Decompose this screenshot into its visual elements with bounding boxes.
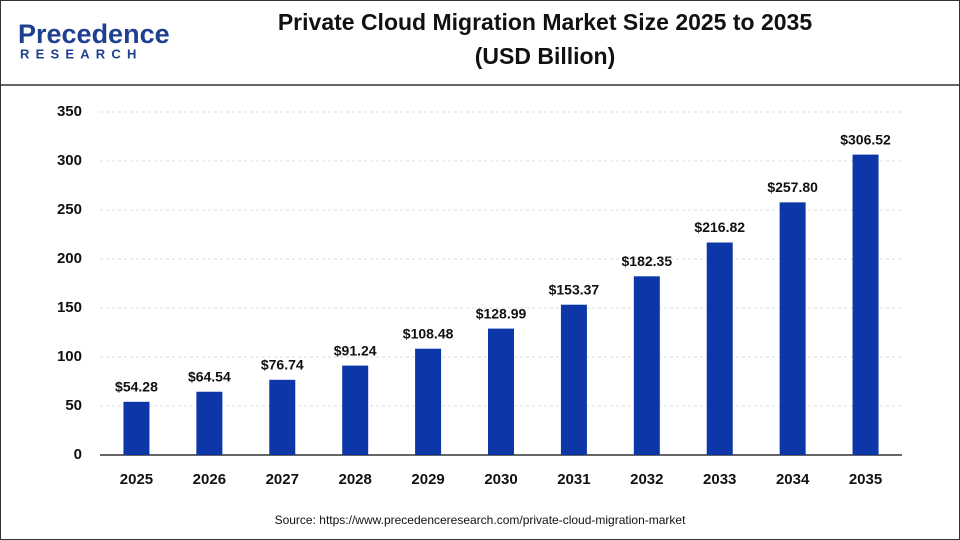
value-label: $64.54: [188, 368, 231, 384]
logo-tagline: RESEARCH: [20, 46, 143, 61]
bar: [269, 379, 296, 455]
x-tick-label: 2028: [338, 471, 371, 488]
x-tick-label: 2030: [484, 471, 517, 488]
bar: [852, 154, 879, 455]
y-tick-label: 0: [74, 446, 82, 463]
value-label: $91.24: [334, 342, 377, 358]
y-tick-label: 150: [57, 299, 82, 316]
value-label: $128.99: [476, 305, 527, 321]
x-tick-label: 2031: [557, 471, 590, 488]
y-tick-label: 50: [65, 397, 82, 414]
bar: [415, 348, 442, 455]
bar: [488, 328, 514, 455]
chart-subtitle: (USD Billion): [475, 43, 616, 69]
logo-name: Precedence: [18, 19, 170, 49]
value-label: $153.37: [549, 281, 600, 297]
bar: [706, 242, 733, 455]
bar: [633, 276, 660, 455]
bar: [779, 202, 806, 455]
y-tick-label: 350: [57, 103, 82, 120]
chart-title: Private Cloud Migration Market Size 2025…: [278, 9, 812, 35]
x-tick-label: 2035: [849, 471, 882, 488]
x-tick-label: 2029: [411, 471, 444, 488]
value-label: $108.48: [403, 325, 454, 341]
x-tick-label: 2027: [266, 471, 299, 488]
bar: [342, 365, 369, 455]
value-label: $76.74: [261, 356, 304, 372]
source-note: Source: https://www.precedenceresearch.c…: [275, 513, 687, 527]
x-tick-label: 2034: [776, 471, 810, 488]
value-label: $306.52: [840, 131, 891, 147]
y-tick-label: 200: [57, 250, 82, 267]
x-tick-label: 2032: [630, 471, 663, 488]
x-tick-label: 2026: [193, 471, 226, 488]
y-tick-label: 100: [57, 348, 82, 365]
x-tick-label: 2025: [120, 471, 153, 488]
value-label: $216.82: [694, 219, 745, 235]
bar: [123, 401, 150, 455]
bar: [560, 304, 587, 455]
x-tick-label: 2033: [703, 471, 736, 488]
bar: [196, 391, 223, 455]
value-label: $182.35: [622, 253, 673, 269]
y-tick-label: 300: [57, 152, 82, 169]
value-label: $54.28: [115, 379, 158, 395]
value-label: $257.80: [767, 179, 818, 195]
y-tick-label: 250: [57, 201, 82, 218]
